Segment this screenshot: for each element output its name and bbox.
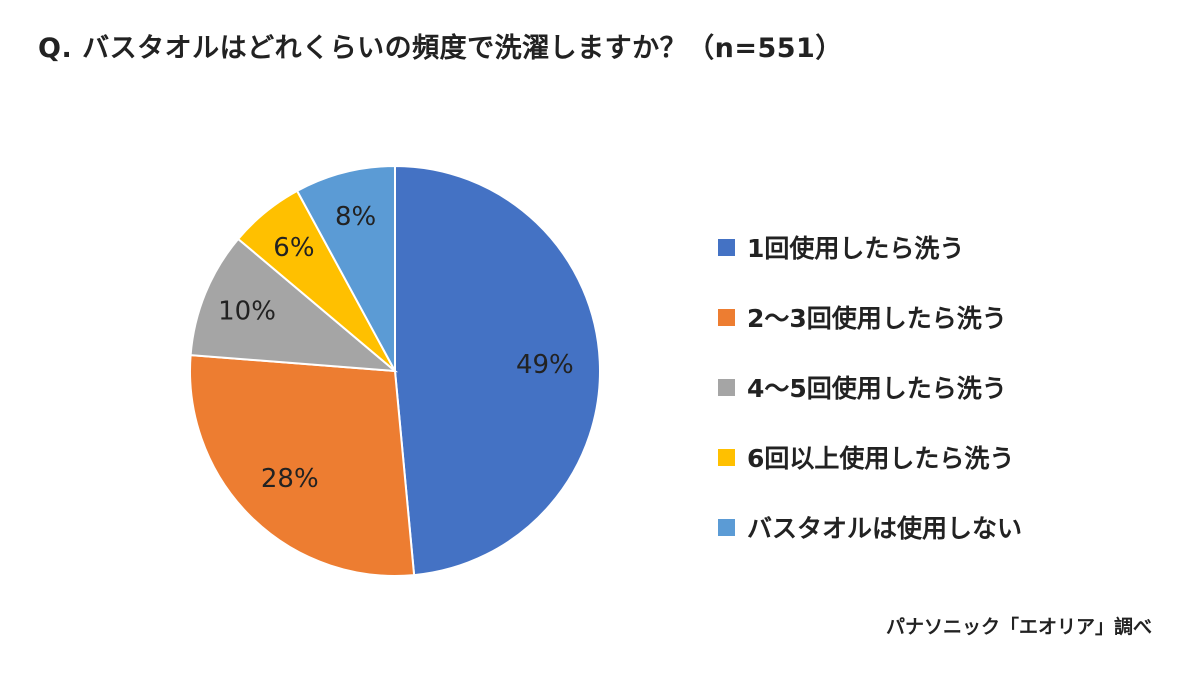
legend-label-3: 4～5回使用したら洗う [747,374,1007,403]
legend-item-4: 6回以上使用したら洗う [718,422,1022,492]
legend-swatch-2 [718,308,735,326]
legend-label-4: 6回以上使用したら洗う [747,444,1015,473]
pie-slice-5 [295,164,396,372]
legend-item-1: 1回使用したら洗う [718,212,1022,282]
data-label-1: 49% [516,350,574,380]
legend-item-2: 2～3回使用したら洗う [718,282,1022,352]
data-label-5: 8% [335,202,376,232]
data-label-3: 10% [218,296,276,326]
legend-item-5: バスタオルは使用しない [718,492,1022,562]
data-label-2: 28% [261,464,319,494]
source-note: パナソニック「エオリア」調べ [885,616,1152,638]
legend-swatch-3 [718,378,735,396]
legend-swatch-1 [718,238,735,256]
chart-title: Q. バスタオルはどれくらいの頻度で洗濯しますか？（n=551） [38,33,843,64]
pie-slice-2 [189,354,416,577]
legend-item-3: 4～5回使用したら洗う [718,352,1022,422]
chart-legend: 1回使用したら洗う 2～3回使用したら洗う 4～5回使用したら洗う 6回以上使用したら… [718,212,1022,562]
legend-label-5: バスタオルは使用しない [747,514,1023,543]
legend-swatch-4 [718,448,735,466]
pie-slice-1 [394,164,601,577]
pie-slice-3 [189,237,399,373]
legend-label-1: 1回使用したら洗う [747,234,965,263]
legend-label-2: 2～3回使用したら洗う [747,304,1007,333]
legend-swatch-5 [718,518,735,536]
data-label-4: 6% [273,233,314,263]
